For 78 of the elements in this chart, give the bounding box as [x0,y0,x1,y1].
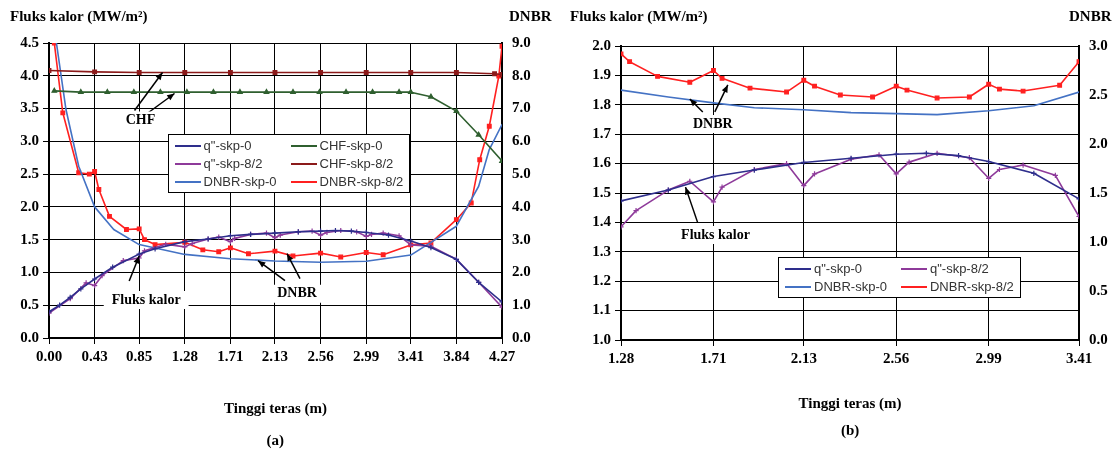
x-tick-label: 2.99 [353,347,380,364]
x-tick-label: 1.28 [607,349,635,366]
y2-tick-label: 5.0 [512,164,531,181]
y-tick-label: 3.0 [20,132,39,149]
x-tick-label: 1.71 [217,347,244,364]
y2-tick-label: 2.0 [512,263,531,280]
y-axis-title: Fluks kalor (MW/m²) [10,8,148,25]
y-tick-label: 1.0 [592,330,611,347]
y2-tick-label: 0.0 [1089,330,1108,347]
x-tick-label: 0.43 [81,347,108,364]
y-tick-label: 4.5 [20,33,39,50]
y-tick-label: 0.0 [20,328,39,345]
y2-tick-label: 1.0 [1089,232,1108,249]
y-tick-label: 1.5 [20,230,39,247]
y2-tick-label: 1.0 [512,296,531,313]
y2-tick-label: 8.0 [512,66,531,83]
annotation: CHF [125,112,156,128]
y-tick-label: 4.0 [20,66,39,83]
x-tick-label: 2.99 [975,349,1002,366]
x-tick-label: 3.84 [443,347,471,364]
annotation: Fluks kalor [111,291,181,307]
annotation: DNBR [277,285,318,301]
legend-label: q"-skp-8/2 [203,156,263,172]
x-tick-label: 2.56 [883,349,910,366]
y-tick-label: 1.0 [20,263,39,280]
legend-label: DNBR-skp-8/2 [319,174,404,190]
x-tick-label: 3.41 [397,347,424,364]
x-tick-label: 1.71 [700,349,727,366]
text: (a) [266,432,284,449]
x-tick-label: 0.00 [35,347,63,364]
y2-axis-title: DNBR [509,8,552,25]
x-tick-label: 2.13 [790,349,817,366]
x-axis-title: Tinggi teras (m) [798,395,902,412]
y2-axis-title: DNBR [1069,8,1112,25]
y-tick-label: 1.6 [592,154,612,171]
y-tick-label: 1.5 [592,183,611,200]
legend-label: q"-skp-8/2 [929,261,989,276]
x-tick-label: 2.13 [261,347,289,364]
legend-label: q"-skp-0 [814,261,862,276]
y-tick-label: 0.5 [20,296,39,313]
annotation: Fluks kalor [681,226,750,242]
y-tick-label: 2.5 [20,164,39,181]
y2-tick-label: 3.0 [1089,36,1108,53]
y2-tick-label: 0.0 [512,328,531,345]
y-axis-title: Fluks kalor (MW/m²) [570,8,708,25]
y2-tick-label: 1.5 [1089,183,1108,200]
x-axis-title: Tinggi teras (m) [224,400,328,417]
text: (b) [841,422,860,439]
x-tick-label: 3.41 [1065,349,1093,366]
y2-tick-label: 6.0 [512,132,531,149]
y-tick-label: 3.5 [20,99,39,116]
y2-tick-label: 2.5 [1089,85,1108,102]
y-tick-label: 2.0 [20,197,39,214]
legend-label: CHF-skp-0 [319,138,383,154]
legend-label: q"-skp-0 [203,138,252,154]
legend-label: DNBR-skp-8/2 [929,279,1014,294]
y2-tick-label: 0.5 [1089,281,1108,298]
y-tick-label: 1.4 [592,213,612,230]
y2-tick-label: 3.0 [512,230,531,247]
x-tick-label: 1.28 [171,347,198,364]
legend-label: DNBR-skp-0 [814,279,887,294]
y2-tick-label: 7.0 [512,99,531,116]
x-tick-label: 0.85 [126,347,153,364]
annotation: DNBR [692,115,734,131]
y-tick-label: 1.2 [592,272,611,289]
x-tick-label: 4.27 [488,347,516,364]
y-tick-label: 2.0 [592,36,611,53]
y-tick-label: 1.7 [592,125,612,142]
y2-tick-label: 9.0 [512,33,531,50]
legend-label: DNBR-skp-0 [203,174,277,190]
legend-label: CHF-skp-8/2 [319,156,394,172]
y2-tick-label: 2.0 [1089,134,1108,151]
y-tick-label: 1.8 [592,95,611,112]
y-tick-label: 1.9 [592,66,611,83]
y2-tick-label: 4.0 [512,197,531,214]
y-tick-label: 1.3 [592,242,611,259]
x-tick-label: 2.56 [307,347,335,364]
y-tick-label: 1.1 [592,301,611,318]
